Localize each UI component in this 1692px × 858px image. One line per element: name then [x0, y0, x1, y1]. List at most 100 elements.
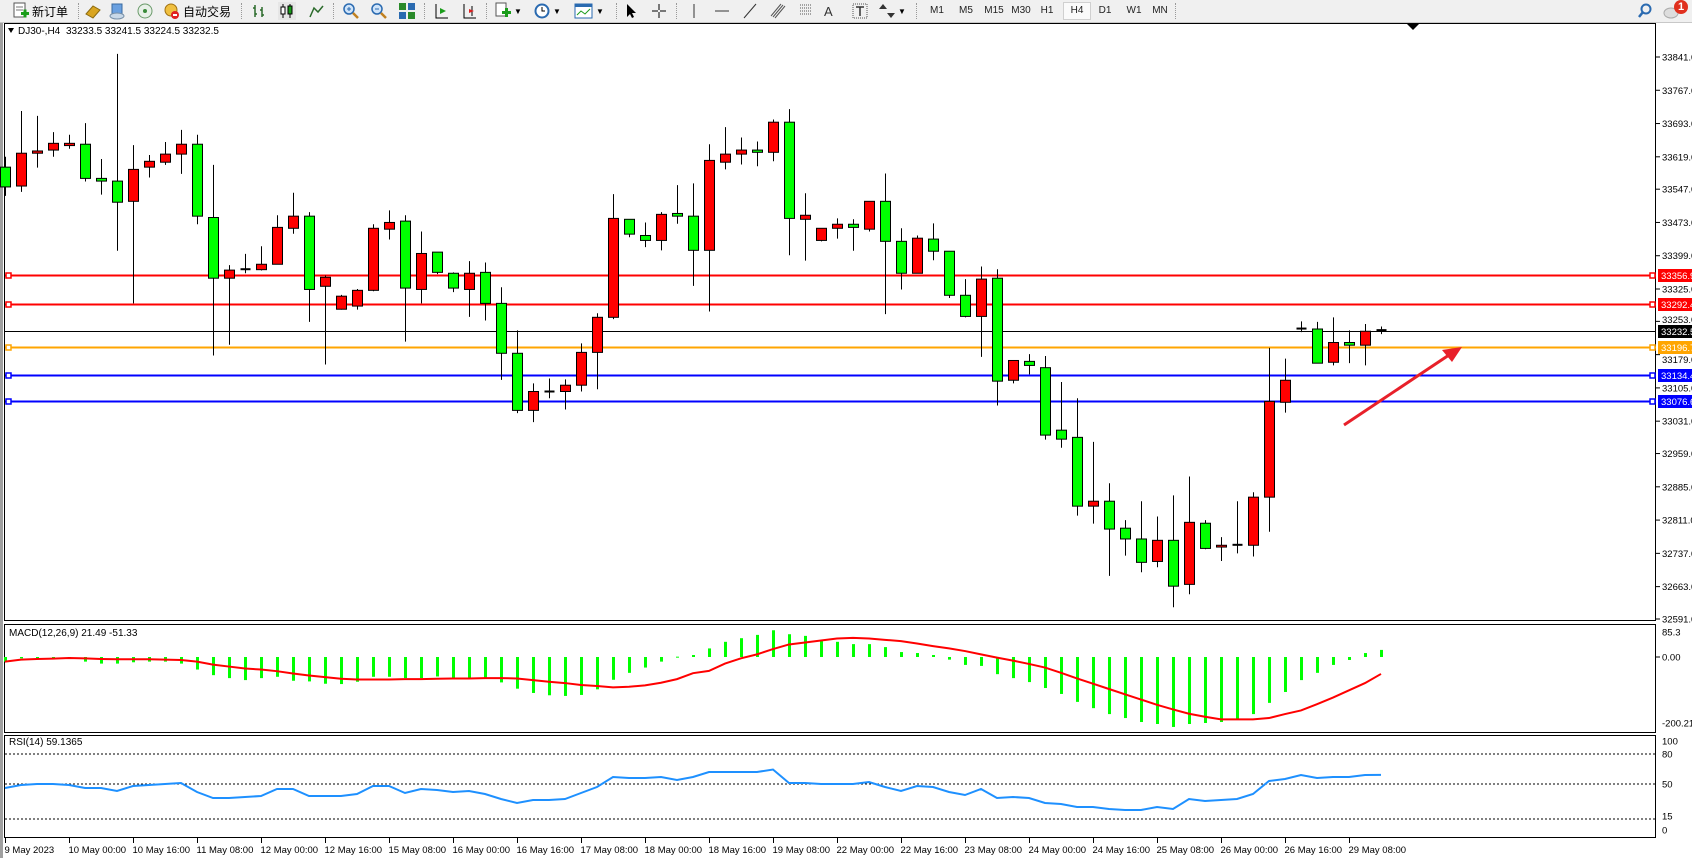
line-handle-right[interactable] [1649, 344, 1656, 351]
timeframe-m30[interactable]: M30 [1011, 5, 1031, 16]
main-price-pane[interactable] [4, 23, 1656, 621]
ohlc-values: 33233.5 33241.5 33224.5 33232.5 [66, 26, 219, 37]
macd-histogram-bar [724, 641, 727, 657]
chart-shift-marker-icon[interactable] [1407, 24, 1419, 30]
candle [832, 218, 843, 239]
toolbar-separator [616, 3, 618, 19]
trend-arrow[interactable] [1343, 347, 1462, 427]
timeframe-h1[interactable]: H1 [1040, 5, 1054, 16]
price-axis-label: 33693.0 [1662, 119, 1692, 130]
market-watch-button[interactable] [108, 2, 126, 20]
horizontal-line-33232.5[interactable]: 33232.5 [5, 325, 1692, 338]
chart-shift-button[interactable] [460, 2, 478, 20]
chevron-down-icon[interactable]: ▼ [596, 6, 604, 16]
zoom-in-button[interactable] [342, 2, 360, 20]
gold-button[interactable] [84, 2, 102, 20]
autotrading-button[interactable]: 自动交易 [163, 2, 231, 20]
macd-histogram-bar [756, 634, 759, 657]
line-handle-right[interactable] [1649, 272, 1656, 279]
horizontal-line-button[interactable] [713, 2, 731, 20]
macd-histogram-bar [484, 657, 487, 679]
line-handle-left[interactable] [5, 398, 12, 405]
price-tag-label: 33134.4 [1661, 371, 1692, 382]
rsi-pane[interactable] [4, 735, 1656, 838]
timeframe-w1[interactable]: W1 [1126, 5, 1142, 16]
symbol-menu-triangle-icon[interactable] [8, 28, 14, 33]
cursor-button[interactable] [622, 2, 640, 20]
candle [1088, 441, 1099, 524]
crosshair-button[interactable] [650, 2, 668, 20]
new-order-button[interactable]: 新订单 [12, 2, 68, 20]
macd-histogram-bar [916, 653, 919, 657]
horizontal-line-33196.7[interactable]: 33196.7 [5, 341, 1692, 354]
horizontal-line-33134.4[interactable]: 33134.4 [5, 369, 1692, 382]
text-tool-button[interactable]: A [824, 2, 833, 20]
candle-body [432, 251, 443, 273]
candle [944, 250, 955, 298]
line-handle-right[interactable] [1649, 301, 1656, 308]
macd-histogram-bar [100, 657, 103, 664]
fibonacci-button[interactable] [798, 2, 816, 20]
price-tag-background [1658, 395, 1692, 408]
macd-histogram-bar [212, 657, 215, 676]
timeframe-d1[interactable]: D1 [1098, 5, 1112, 16]
line-handle-left[interactable] [5, 344, 12, 351]
tile-windows-button[interactable] [398, 2, 416, 20]
macd-pane-border [4, 624, 1656, 733]
vertical-line-button[interactable] [685, 2, 703, 20]
equidistant-channel-button[interactable] [769, 2, 787, 20]
candle [256, 246, 267, 271]
time-axis-label: 16 May 00:00 [453, 845, 511, 856]
chevron-down-icon[interactable]: ▼ [553, 6, 561, 16]
candle-body [784, 121, 795, 219]
horizontal-line-33292.4[interactable]: 33292.4 [5, 298, 1692, 311]
templates-button[interactable]: ▼ [574, 2, 604, 20]
timeframe-m1[interactable]: M1 [930, 5, 944, 16]
line-handle-left[interactable] [5, 301, 12, 308]
line-chart-button[interactable] [308, 2, 326, 20]
line-handle-left[interactable] [5, 372, 12, 379]
macd-histogram-bar [388, 657, 391, 677]
timeframe-mn[interactable]: MN [1152, 5, 1168, 16]
macd-histogram-bar [1092, 657, 1095, 709]
macd-pane[interactable] [4, 624, 1656, 733]
trendline-button[interactable] [741, 2, 759, 20]
macd-histogram-bar [612, 657, 615, 680]
candle-body [688, 215, 699, 251]
arrows-button[interactable]: ▼ [878, 2, 906, 20]
line-handle-right[interactable] [1649, 372, 1656, 379]
candle-body [208, 217, 219, 279]
candle [1008, 359, 1019, 384]
price-axis-label: 33767.0 [1662, 86, 1692, 97]
macd-histogram-bar [1124, 657, 1127, 719]
text-label-button[interactable] [851, 2, 869, 20]
candle [96, 159, 107, 195]
zoom-out-button[interactable] [370, 2, 388, 20]
timeframe-m15[interactable]: M15 [984, 5, 1004, 16]
periods-button[interactable]: ▼ [533, 2, 561, 20]
toolbar-separator [676, 3, 678, 19]
search-button[interactable] [1636, 2, 1654, 20]
timeframe-h4[interactable]: H4 [1063, 2, 1091, 20]
candle [656, 212, 667, 251]
chevron-down-icon[interactable]: ▼ [898, 6, 906, 16]
candle-body [1328, 341, 1339, 363]
candle [880, 173, 891, 315]
candle-body [768, 121, 779, 153]
auto-scroll-button[interactable] [432, 2, 450, 20]
signals-button[interactable] [136, 2, 154, 20]
line-handle-right[interactable] [1649, 398, 1656, 405]
indicators-button[interactable]: ▼ [494, 2, 522, 20]
candle-body [128, 168, 139, 202]
timeframe-m5[interactable]: M5 [959, 5, 973, 16]
bar-chart-button[interactable] [250, 2, 268, 20]
macd-axis-label: 85.3 [1662, 628, 1681, 639]
line-handle-left[interactable] [5, 272, 12, 279]
horizontal-line-33356.9[interactable]: 33356.9 [5, 269, 1692, 282]
macd-histogram-bar [1348, 657, 1351, 660]
chevron-down-icon[interactable]: ▼ [514, 6, 522, 16]
candlestick-chart-button[interactable] [278, 2, 296, 20]
candle-body [1104, 500, 1115, 530]
toolbar-separator [78, 3, 80, 19]
